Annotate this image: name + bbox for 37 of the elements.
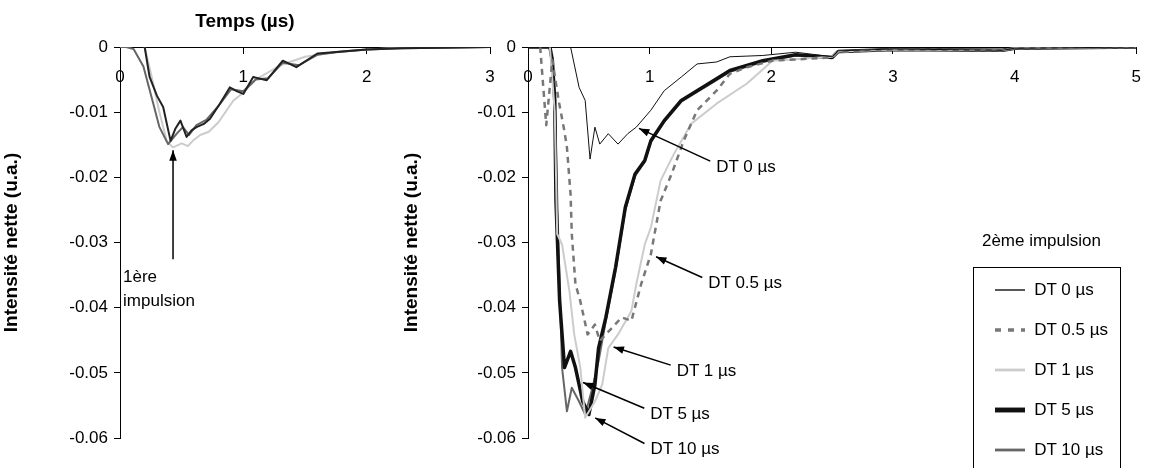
y-tick-label: -0.01 bbox=[69, 101, 108, 121]
annotation: DT 0 µs bbox=[716, 156, 776, 176]
y-axis-title: Intensité nette (u.a.) bbox=[399, 152, 421, 333]
x-tick-label: 3 bbox=[888, 66, 898, 86]
y-tick-label: -0.06 bbox=[477, 427, 516, 447]
x-tick-label: 2 bbox=[766, 66, 777, 86]
y-tick-label: -0.01 bbox=[477, 101, 516, 121]
legend-label: DT 5 µs bbox=[1034, 400, 1094, 420]
y-tick-label: 0 bbox=[98, 36, 108, 56]
legend-title: 2ème impulsion bbox=[981, 231, 1101, 251]
x-tick-label: 4 bbox=[1009, 66, 1020, 86]
x-tick-label: 3 bbox=[485, 66, 495, 86]
legend-label: DT 0 µs bbox=[1034, 280, 1094, 300]
y-tick-label: -0.05 bbox=[69, 362, 108, 382]
y-tick-label: 0 bbox=[506, 36, 516, 56]
y-tick-label: -0.04 bbox=[477, 297, 516, 317]
x-axis-title: Temps (µs) bbox=[195, 10, 295, 32]
annotation: DT 0.5 µs bbox=[708, 273, 783, 293]
legend-label: DT 10 µs bbox=[1034, 440, 1104, 460]
x-tick-label: 1 bbox=[238, 66, 249, 86]
y-tick-label: -0.02 bbox=[69, 167, 108, 187]
x-tick-label: 5 bbox=[1131, 66, 1142, 86]
annotation: DT 5 µs bbox=[650, 403, 710, 423]
x-tick-label: 2 bbox=[361, 66, 372, 86]
y-tick-label: -0.03 bbox=[477, 232, 516, 252]
y-axis-title: Intensité nette (u.a.) bbox=[0, 152, 21, 333]
annotation: 1ère impulsion bbox=[123, 267, 195, 311]
x-tick-label: 1 bbox=[644, 66, 655, 86]
y-tick-label: -0.05 bbox=[477, 362, 516, 382]
annotation: DT 1 µs bbox=[676, 360, 737, 380]
annotation: DT 10 µs bbox=[650, 439, 720, 459]
y-tick-label: -0.04 bbox=[69, 297, 108, 317]
legend-label: DT 0.5 µs bbox=[1034, 320, 1108, 340]
legend-label: DT 1 µs bbox=[1034, 360, 1094, 380]
y-tick-label: -0.06 bbox=[69, 427, 108, 447]
y-tick-label: -0.02 bbox=[477, 167, 516, 187]
y-tick-label: -0.03 bbox=[69, 232, 108, 252]
